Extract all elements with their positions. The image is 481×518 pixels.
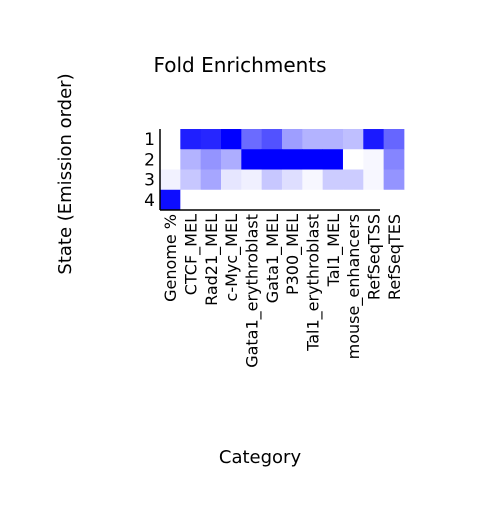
heatmap-cell-3-12 xyxy=(383,169,405,191)
heatmap-cell-1-8 xyxy=(302,129,324,150)
x-tick-labels: Genome % CTCF_MEL Rad21_MEL c-Myc_MEL Gata1_… xyxy=(161,214,404,368)
heatmap-cell-4-9 xyxy=(322,189,344,211)
heatmap-cell-3-3 xyxy=(200,169,222,191)
heatmap-cell-2-4 xyxy=(220,149,242,170)
heatmap-cell-4-1 xyxy=(160,189,181,211)
x-tick-label-7: P300_MEL xyxy=(283,214,303,295)
heatmap-cell-1-12 xyxy=(383,129,405,150)
heatmap-cell-2-8 xyxy=(302,149,324,170)
heatmap-cell-3-8 xyxy=(302,169,324,191)
heatmap-cell-4-7 xyxy=(281,189,303,211)
heatmap-cells xyxy=(160,129,405,211)
heatmap-cell-3-10 xyxy=(342,169,364,191)
chart-title: Fold Enrichments xyxy=(153,53,326,77)
heatmap-cell-1-1 xyxy=(160,129,181,150)
heatmap-cell-2-1 xyxy=(160,149,181,170)
heatmap-cell-2-6 xyxy=(261,149,283,170)
heatmap-cell-4-4 xyxy=(220,189,242,211)
heatmap-cell-3-1 xyxy=(160,169,181,191)
heatmap-cell-2-11 xyxy=(363,149,385,170)
heatmap-cell-2-7 xyxy=(281,149,303,170)
heatmap-cell-3-4 xyxy=(220,169,242,191)
y-tick-label-2: 2 xyxy=(144,150,155,170)
x-tick-label-5: Gata1_erythroblast xyxy=(242,214,262,368)
heatmap-cell-4-2 xyxy=(180,189,202,211)
x-tick-label-3: Rad21_MEL xyxy=(202,214,222,306)
heatmap-cell-4-10 xyxy=(342,189,364,211)
x-tick-label-9: Tal1_MEL xyxy=(324,214,344,287)
y-tick-label-3: 3 xyxy=(144,171,155,191)
x-tick-label-8: Tal1_erythroblast xyxy=(303,214,323,352)
heatmap-cell-4-6 xyxy=(261,189,283,211)
heatmap-cell-1-10 xyxy=(342,129,364,150)
x-tick-label-1: Genome % xyxy=(161,214,180,302)
heatmap-cell-1-9 xyxy=(322,129,344,150)
x-tick-label-10: mouse_enhancers xyxy=(344,214,364,359)
heatmap-cell-1-5 xyxy=(241,129,263,150)
heatmap-cell-1-4 xyxy=(220,129,242,150)
heatmap-cell-4-12 xyxy=(383,189,405,211)
x-tick-label-2: CTCF_MEL xyxy=(181,214,201,295)
x-tick-label-12: RefSeqTES xyxy=(385,214,404,300)
x-tick-label-6: Gata1_MEL xyxy=(263,214,283,303)
heatmap-cell-3-6 xyxy=(261,169,283,191)
y-tick-label-1: 1 xyxy=(144,130,155,150)
heatmap-cell-3-11 xyxy=(363,169,385,191)
x-tick-label-4: c-Myc_MEL xyxy=(222,214,242,302)
heatmap-cell-2-12 xyxy=(383,149,405,170)
y-axis-label: State (Emission order) xyxy=(55,73,76,274)
heatmap-cell-4-3 xyxy=(200,189,222,211)
heatmap-cell-4-8 xyxy=(302,189,324,211)
heatmap-cell-4-5 xyxy=(241,189,263,211)
heatmap-cell-2-2 xyxy=(180,149,202,170)
heatmap-cell-4-11 xyxy=(363,189,385,211)
x-axis-label: Category xyxy=(219,447,302,468)
heatmap-cell-1-11 xyxy=(363,129,385,150)
heatmap-cell-3-2 xyxy=(180,169,202,191)
heatmap-cell-3-9 xyxy=(322,169,344,191)
heatmap-cell-1-6 xyxy=(261,129,283,150)
heatmap-cell-2-9 xyxy=(322,149,344,170)
heatmap-cell-3-7 xyxy=(281,169,303,191)
heatmap-cell-1-3 xyxy=(200,129,222,150)
heatmap-cell-3-5 xyxy=(241,169,263,191)
heatmap-cell-1-7 xyxy=(281,129,303,150)
heatmap-cell-1-2 xyxy=(180,129,202,150)
heatmap-cell-2-3 xyxy=(200,149,222,170)
y-tick-label-4: 4 xyxy=(144,191,155,211)
heatmap-cell-2-10 xyxy=(342,149,364,170)
x-tick-label-11: RefSeqTSS xyxy=(364,214,383,300)
heatmap-cell-2-5 xyxy=(241,149,263,170)
